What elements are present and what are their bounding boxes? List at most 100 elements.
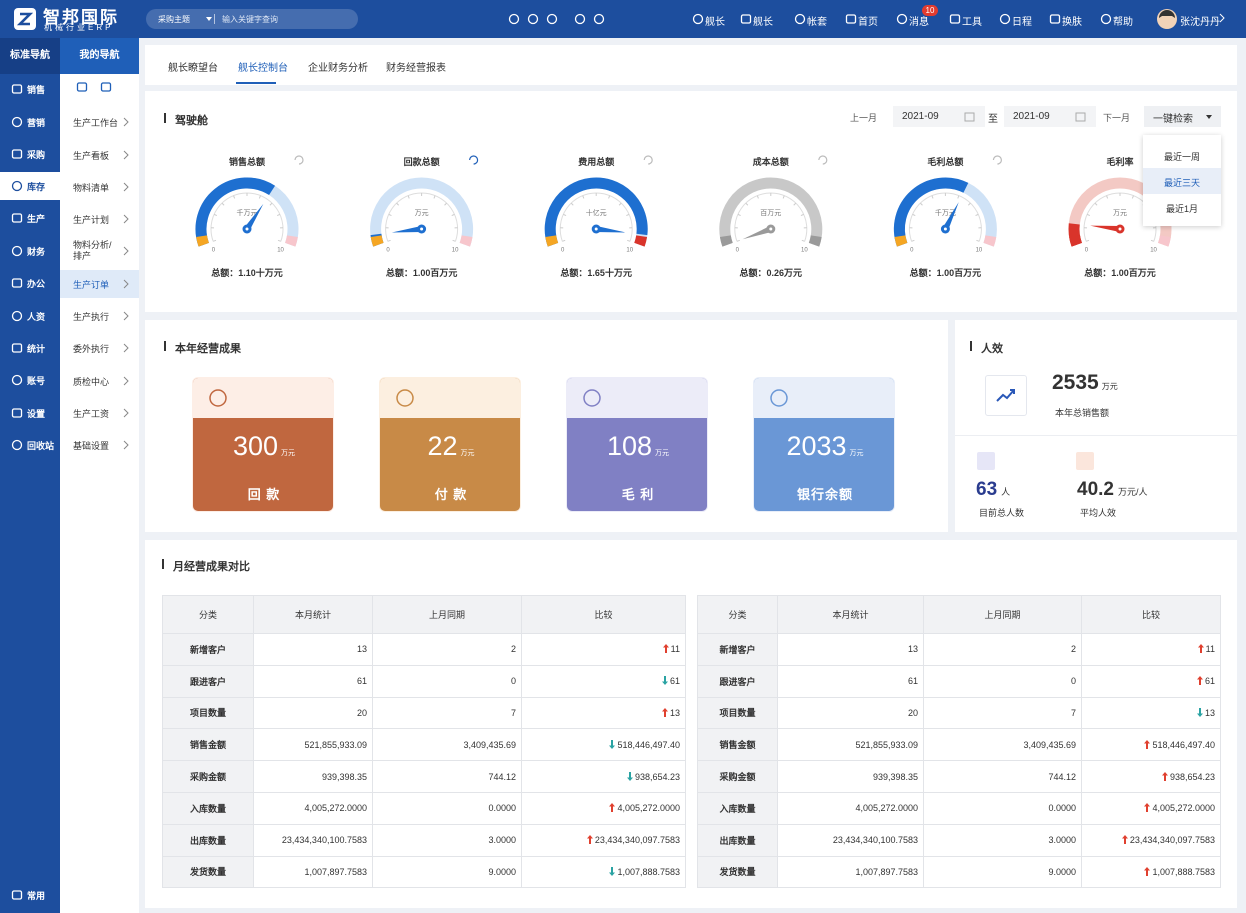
sidebar-item[interactable]: 库存 xyxy=(27,182,46,192)
gauge-tick xyxy=(570,202,574,206)
gauge-needle xyxy=(244,203,264,231)
tab[interactable]: 舰长控制台 xyxy=(238,63,288,74)
sidebar-item[interactable]: 统计 xyxy=(27,344,46,354)
arrow-down xyxy=(661,676,668,686)
subnav-item[interactable]: 生产执行 xyxy=(73,312,110,322)
card-label: 毛 利 xyxy=(621,487,655,502)
icon-shape xyxy=(11,439,23,451)
logo-icon xyxy=(14,8,36,30)
subnav-item[interactable]: 生产看板 xyxy=(73,151,110,161)
tab[interactable]: 企业财务分析 xyxy=(308,63,368,74)
arrow-up xyxy=(1197,644,1204,654)
date-input[interactable]: 2021-09 xyxy=(893,106,985,127)
tab[interactable]: 财务经营报表 xyxy=(386,63,446,74)
cell-current: 1,007,897.7583 xyxy=(777,855,924,889)
sidebar-item[interactable]: 财务 xyxy=(27,247,46,257)
next-month[interactable]: 下一月 xyxy=(1103,113,1131,123)
gauge-start xyxy=(370,235,384,247)
gauge-end xyxy=(808,235,822,247)
nav-item[interactable]: 消息 xyxy=(909,17,929,28)
nav-item[interactable]: 首页 xyxy=(858,17,878,28)
gauge-hub-dot xyxy=(1118,227,1122,231)
subnav-item[interactable]: 生产工作台 xyxy=(73,118,119,128)
refresh-icon xyxy=(469,155,479,165)
nav-item[interactable]: 日程 xyxy=(1012,17,1032,28)
gauge-inner-ring xyxy=(385,192,459,242)
subnav-item[interactable]: 基础设置 xyxy=(73,441,110,451)
arrow-shape xyxy=(1121,835,1128,845)
nav-item[interactable]: 帮助 xyxy=(1113,17,1133,28)
gauge-track xyxy=(719,177,823,247)
sidebar-item[interactable]: 营销 xyxy=(27,118,46,128)
icon-shape xyxy=(76,82,88,92)
arrow-up xyxy=(1144,803,1151,813)
row-label: 销售金额 xyxy=(697,728,778,762)
dropdown-option[interactable]: 最近一周 xyxy=(1163,152,1200,162)
sales-value: 2535 xyxy=(1052,371,1099,394)
search-scope[interactable]: 采购主题 xyxy=(158,15,190,24)
date-input[interactable]: 2021-09 xyxy=(1004,106,1096,127)
tab[interactable]: 舰长瞭望台 xyxy=(168,63,218,74)
cockpit-panel xyxy=(145,91,1237,312)
card-label: 付 款 xyxy=(434,487,468,502)
result-card: 22 万元付 款 xyxy=(379,377,521,512)
subnav-item[interactable]: 生产订单 xyxy=(73,280,110,290)
subnav-item[interactable]: 生产计划 xyxy=(73,215,110,225)
calendar-icon xyxy=(964,112,975,122)
nav-icon xyxy=(740,14,752,24)
sidebar-item[interactable]: 回收站 xyxy=(27,441,55,451)
chevron-path xyxy=(123,279,129,289)
gauge-tick xyxy=(745,202,749,206)
subnav-item[interactable]: 物料清单 xyxy=(73,183,110,193)
card-top xyxy=(754,378,894,418)
nav-item[interactable]: 舰长 xyxy=(705,17,725,28)
gauge-tick xyxy=(967,202,971,206)
dropdown-option[interactable]: 最近三天 xyxy=(1163,178,1200,188)
gauge-max-label: 10 xyxy=(626,247,633,253)
search-placeholder[interactable]: 输入关键字查询 xyxy=(222,15,278,24)
subnav-item[interactable]: 委外执行 xyxy=(73,344,110,354)
sidebar-item[interactable]: 采购 xyxy=(27,150,46,160)
sidebar-icon xyxy=(11,116,23,128)
gauge-total: 总额：1.00百万元 xyxy=(910,267,982,278)
cell-previous: 7 xyxy=(923,696,1082,730)
sidebar-item[interactable]: 账号 xyxy=(27,376,46,386)
prev-month[interactable]: 上一月 xyxy=(850,113,878,123)
search-box[interactable]: 采购主题 输入关键字查询 xyxy=(146,9,358,29)
card-value: 22 xyxy=(427,431,458,461)
sales-label: 本年总销售额 xyxy=(1055,408,1110,418)
sidebar-item[interactable]: 生产 xyxy=(27,214,46,224)
dropdown-option[interactable]: 最近1月 xyxy=(1165,204,1198,214)
sidebar-item[interactable]: 设置 xyxy=(27,409,46,419)
gauge-fill xyxy=(544,177,648,247)
nav-item[interactable]: 工具 xyxy=(962,17,982,28)
subnav-item[interactable]: 生产工资 xyxy=(73,409,110,419)
search-button-text[interactable]: 一键检索 xyxy=(1153,114,1193,125)
arrow-down xyxy=(609,866,616,876)
icon-shape xyxy=(11,343,23,353)
gauge-tick xyxy=(1094,202,1098,206)
subnav-item[interactable]: 物料分析/排产 xyxy=(73,240,112,261)
nav-item[interactable]: 舰长 xyxy=(753,17,773,28)
subnav-item[interactable]: 质检中心 xyxy=(73,377,110,387)
card-icon-shape xyxy=(583,389,601,407)
gauge-hub-dot xyxy=(943,227,947,231)
search-button[interactable] xyxy=(1144,106,1221,127)
sidebar-item[interactable]: 销售 xyxy=(27,85,46,95)
nav-item[interactable]: 换肤 xyxy=(1062,17,1082,28)
chevron xyxy=(123,311,129,321)
subnav-active-bg xyxy=(60,270,139,298)
arrow-shape xyxy=(586,835,593,845)
gauge-end xyxy=(634,235,648,247)
sidebar-item[interactable]: 办公 xyxy=(27,279,46,289)
nav-item[interactable]: 帐套 xyxy=(807,17,827,28)
arrow-shape xyxy=(626,771,633,781)
card-value-row: 300 万元 xyxy=(193,431,333,462)
icon-shape xyxy=(593,13,605,25)
icon-shape xyxy=(740,14,752,24)
user-name[interactable]: 张沈丹丹 xyxy=(1180,17,1220,28)
sidebar-bottom[interactable]: 常用 xyxy=(27,891,46,901)
sidebar-item[interactable]: 人资 xyxy=(27,312,46,322)
arrow-shape xyxy=(1144,739,1151,749)
